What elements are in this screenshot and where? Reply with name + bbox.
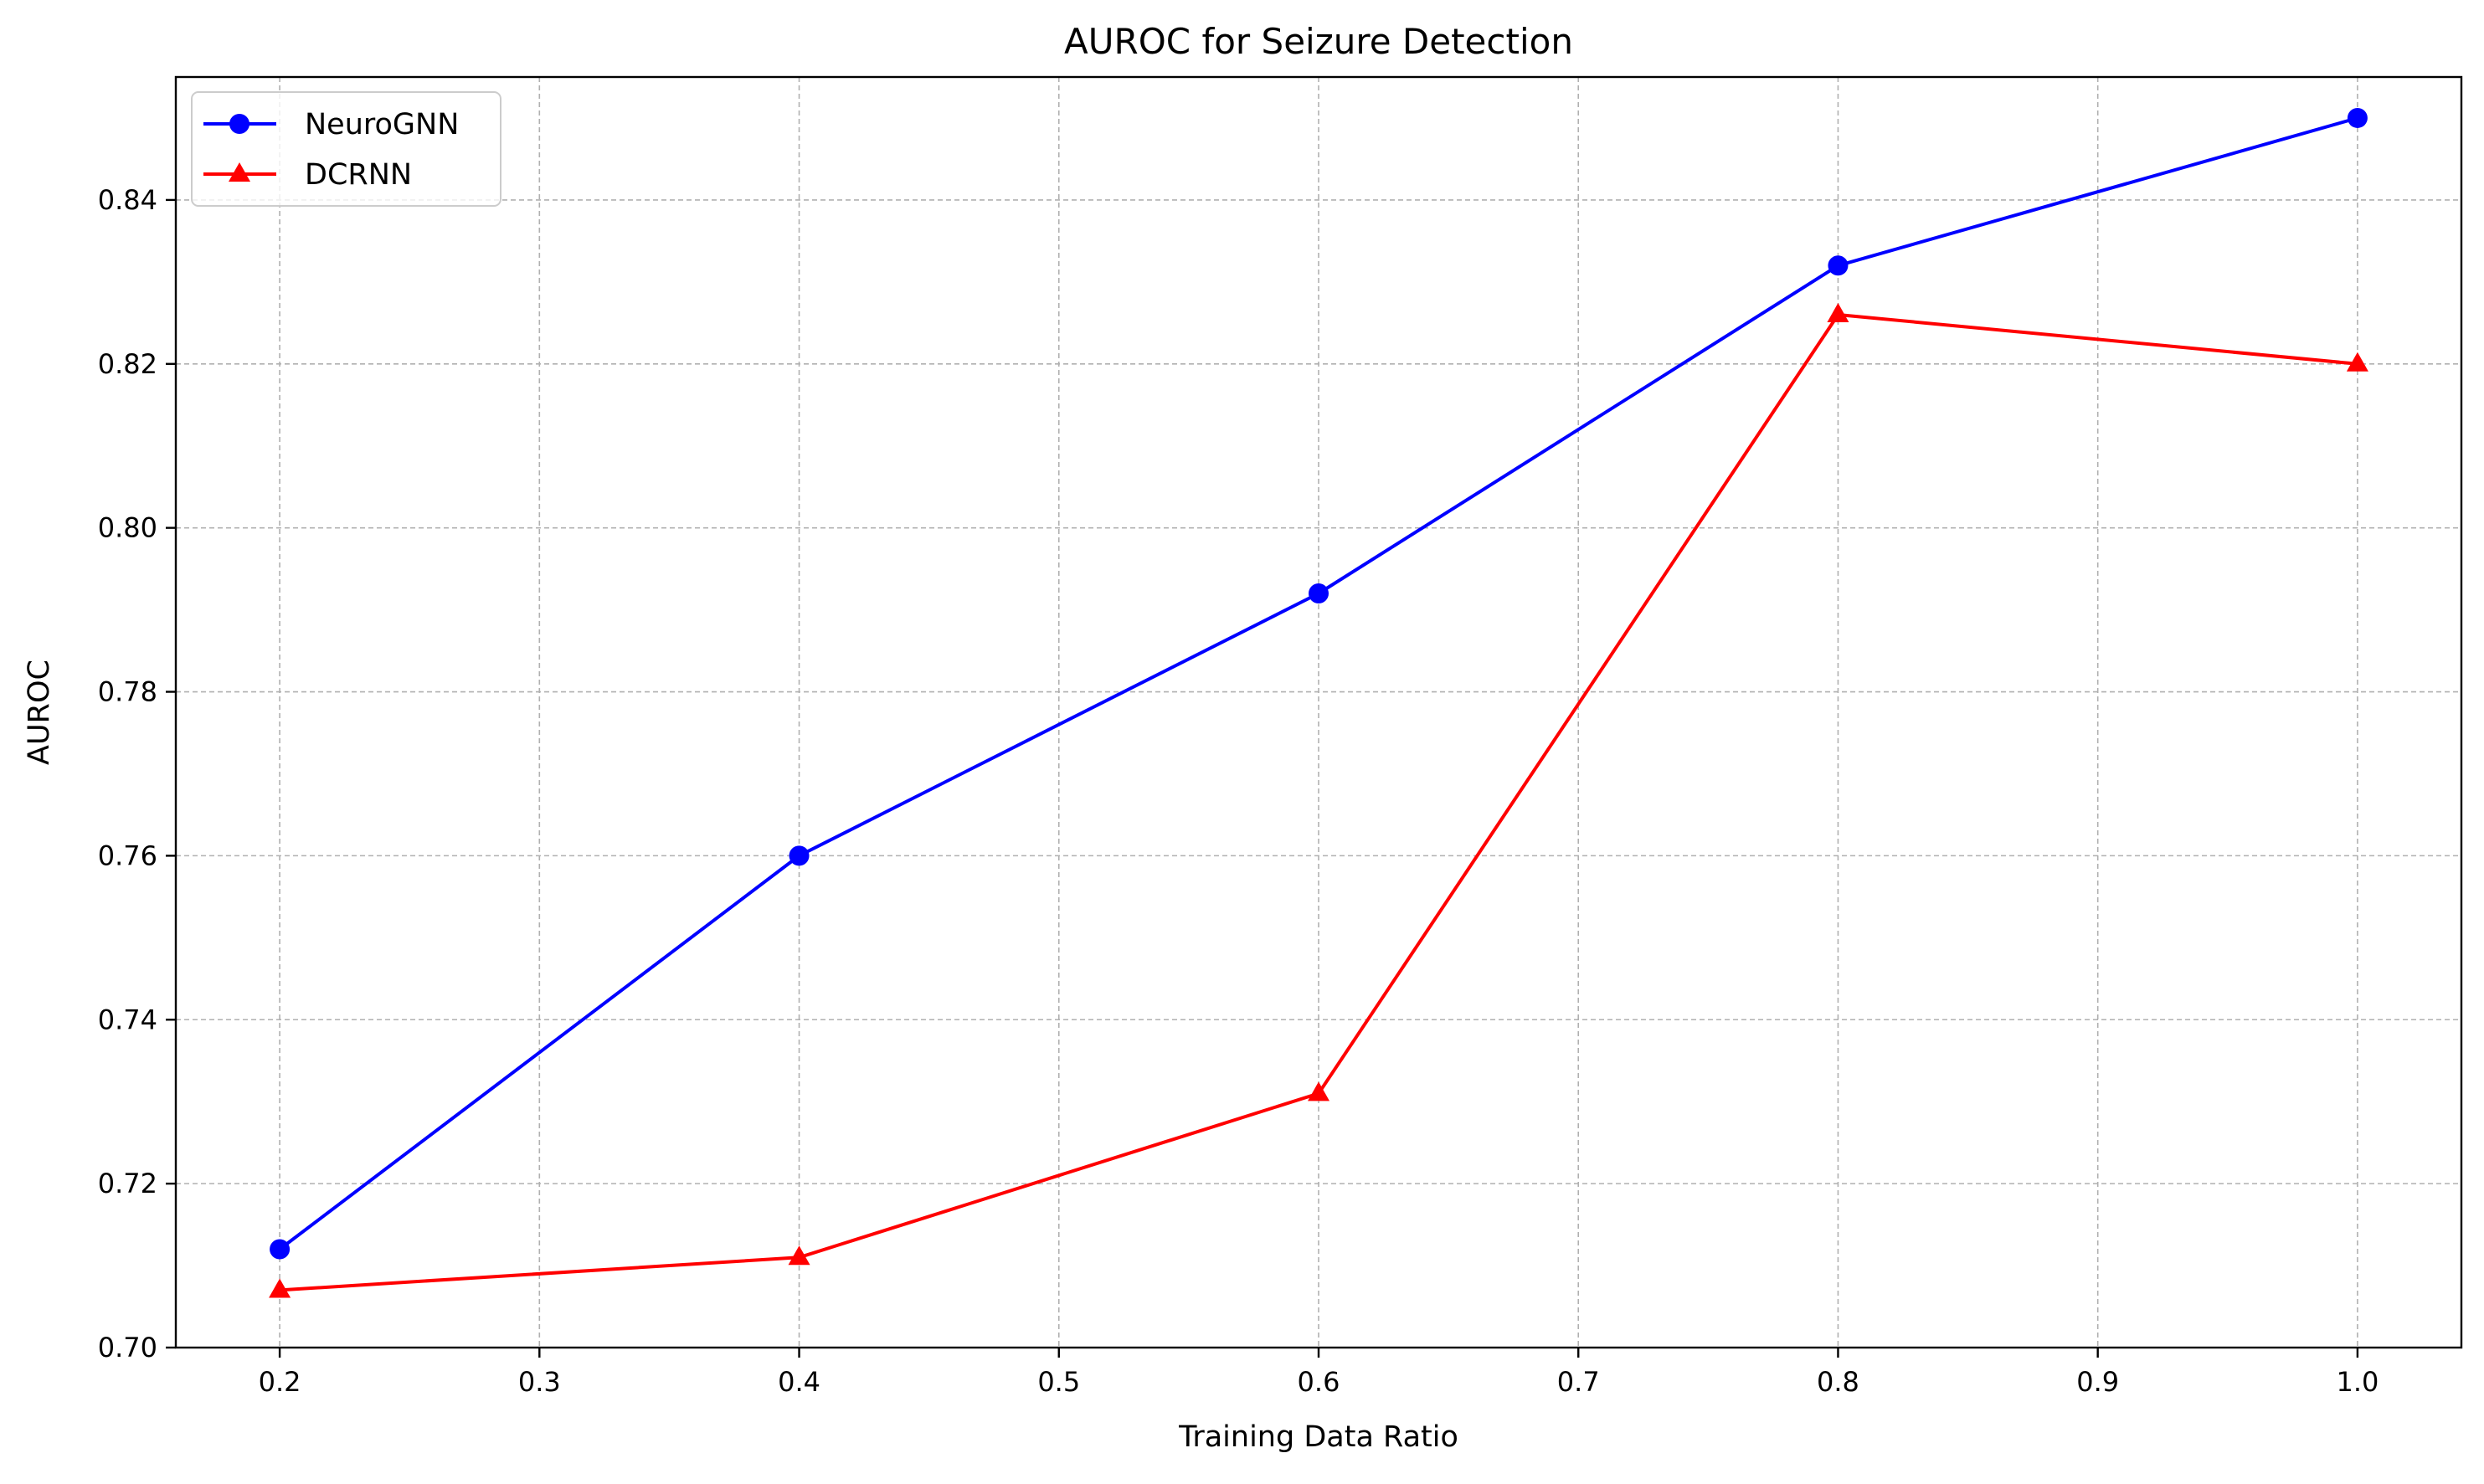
x-axis-label: Training Data Ratio (1178, 1420, 1458, 1454)
x-tick-label: 0.7 (1557, 1366, 1600, 1398)
legend-marker-dcrnn (229, 162, 250, 182)
x-tick-label: 0.5 (1037, 1366, 1080, 1398)
legend-label-neurognn: NeuroGNN (305, 108, 459, 141)
data-point-dcrnn (1827, 303, 1849, 323)
series-neurognn (270, 107, 2368, 1260)
x-tick-label: 0.4 (778, 1366, 820, 1398)
x-tick-label: 0.9 (2076, 1366, 2119, 1398)
data-point-dcrnn (269, 1278, 291, 1298)
x-tick-label: 0.8 (1817, 1366, 1859, 1398)
legend-marker-neurognn (229, 114, 249, 134)
data-point-neurognn (1309, 583, 1329, 603)
legend-frame (191, 91, 501, 207)
y-tick-label: 0.72 (98, 1168, 157, 1199)
legend-entry-neurognn: NeuroGNN (203, 108, 459, 141)
data-point-neurognn (2347, 107, 2368, 128)
y-tick-label: 0.74 (98, 1004, 157, 1035)
x-tick-label: 1.0 (2336, 1366, 2379, 1398)
y-tick-label: 0.80 (98, 512, 157, 544)
legend-label-dcrnn: DCRNN (305, 158, 412, 192)
series-layer (269, 107, 2368, 1298)
chart-title: AUROC for Seizure Detection (1064, 21, 1573, 62)
y-tick-label: 0.76 (98, 840, 157, 871)
data-point-neurognn (270, 1239, 291, 1260)
data-point-neurognn (789, 845, 810, 866)
y-tick-label: 0.78 (98, 676, 157, 708)
x-tick-label: 0.3 (518, 1366, 561, 1398)
x-axis-ticks: 0.2 0.3 0.4 0.5 0.6 0.7 0.8 0.9 1.0 (259, 1348, 2379, 1398)
y-tick-label: 0.82 (98, 348, 157, 380)
series-dcrnn (269, 303, 2368, 1298)
legend: NeuroGNN DCRNN (191, 91, 501, 207)
y-tick-label: 0.70 (98, 1332, 157, 1363)
data-point-dcrnn (1308, 1081, 1329, 1101)
x-tick-label: 0.6 (1298, 1366, 1340, 1398)
x-tick-label: 0.2 (259, 1366, 301, 1398)
data-point-dcrnn (788, 1245, 810, 1266)
legend-entry-dcrnn: DCRNN (203, 158, 412, 192)
data-point-neurognn (1828, 255, 1849, 276)
y-axis-ticks: 0.70 0.72 0.74 0.76 0.78 0.80 0.82 0.84 (98, 184, 176, 1363)
y-tick-label: 0.84 (98, 184, 157, 216)
data-point-dcrnn (2346, 352, 2368, 372)
y-axis-label: AUROC (23, 660, 56, 765)
